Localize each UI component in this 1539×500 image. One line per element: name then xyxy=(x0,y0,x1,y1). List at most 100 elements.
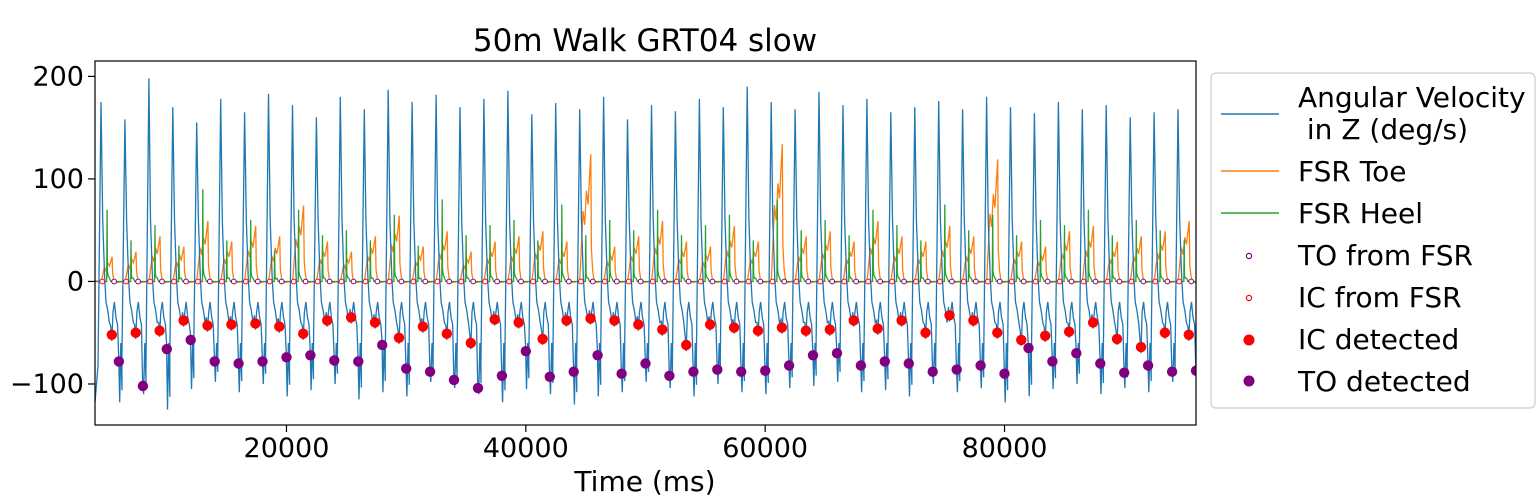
legend-box xyxy=(1210,72,1536,409)
ic-from-fsr-marker xyxy=(338,278,345,285)
ic-detected-marker xyxy=(369,317,381,328)
ic-detected-marker xyxy=(465,337,476,349)
ic-detected-marker xyxy=(561,315,572,326)
ic-detected-marker xyxy=(585,313,596,324)
ic-detected-marker xyxy=(345,312,357,323)
ic-detected-marker xyxy=(1040,330,1051,341)
ic-from-fsr-marker xyxy=(195,278,201,285)
ic-detected-marker xyxy=(130,327,141,338)
ic-from-fsr-marker xyxy=(1080,278,1087,285)
to-detected-marker xyxy=(161,343,172,355)
to-detected-marker xyxy=(712,364,723,375)
to-from-fsr-marker xyxy=(805,278,812,285)
fsr-heel-line xyxy=(95,189,1196,283)
ic-from-fsr-marker xyxy=(1104,278,1111,285)
to-from-fsr-marker xyxy=(733,278,740,285)
to-detected-marker xyxy=(592,350,603,361)
to-from-fsr-marker xyxy=(925,278,931,285)
to-from-fsr-marker xyxy=(1068,278,1075,285)
to-detected-marker xyxy=(329,355,340,366)
ic-from-fsr-marker xyxy=(601,278,608,285)
ic-from-fsr-marker xyxy=(1056,278,1063,285)
to-detected-marker xyxy=(377,339,388,351)
legend-label-to-detected: TO detected xyxy=(1297,365,1471,398)
to-from-fsr-marker xyxy=(518,278,524,285)
to-from-fsr-marker xyxy=(374,278,381,285)
x-tick-label: 40000 xyxy=(483,433,569,464)
to-from-fsr-marker xyxy=(853,278,859,285)
ic-detected-marker xyxy=(178,315,189,326)
to-from-fsr-marker xyxy=(613,278,620,285)
to-from-fsr-marker xyxy=(494,278,501,285)
ic-detected-marker xyxy=(513,317,524,328)
ic-from-fsr-marker xyxy=(960,278,967,285)
ic-detected-marker xyxy=(944,310,955,321)
to-from-fsr-marker xyxy=(1116,278,1123,285)
ic-from-fsr-marker xyxy=(99,278,106,285)
ic-from-fsr-marker xyxy=(817,278,824,285)
ic-from-fsr-marker xyxy=(386,278,393,285)
to-detected-marker xyxy=(137,380,149,392)
to-from-fsr-marker xyxy=(446,278,453,285)
x-tick-label: 60000 xyxy=(722,433,808,464)
to-from-fsr-marker xyxy=(542,278,548,285)
to-from-fsr-marker xyxy=(566,278,572,285)
ic-from-fsr-marker xyxy=(625,278,632,285)
to-detected-marker xyxy=(999,368,1010,379)
ic-detected-marker xyxy=(968,315,979,326)
to-detected-marker xyxy=(688,366,699,377)
x-tick-label: 80000 xyxy=(962,433,1048,464)
ic-from-fsr-marker xyxy=(482,278,489,285)
to-detected-marker xyxy=(209,356,220,367)
to-detected-marker xyxy=(1190,365,1196,376)
to-from-fsr-marker xyxy=(1140,278,1147,285)
to-detected-marker xyxy=(233,358,244,369)
to-detected-marker xyxy=(879,356,890,367)
to-from-fsr-marker xyxy=(972,278,979,285)
ic-detected-marker xyxy=(728,322,740,333)
ic-detected-marker xyxy=(441,328,452,339)
to-from-fsr-marker xyxy=(685,278,692,285)
legend-label-angular-velocity-line2: in Z (deg/s) xyxy=(1298,113,1468,146)
ic-from-fsr-marker xyxy=(266,278,273,285)
to-detected-marker xyxy=(855,360,867,371)
to-from-fsr-marker xyxy=(207,278,213,285)
to-detected-marker xyxy=(113,356,125,367)
to-detected-marker xyxy=(1047,356,1058,367)
legend-handle-ic-detected xyxy=(1243,334,1255,346)
to-detected-marker xyxy=(1142,360,1154,371)
ic-from-fsr-marker xyxy=(937,278,943,285)
to-from-fsr-marker xyxy=(1188,278,1195,285)
ic-from-fsr-marker xyxy=(1032,278,1039,285)
ic-from-fsr-marker xyxy=(554,278,560,285)
ic-detected-marker xyxy=(872,323,883,334)
to-from-fsr-marker xyxy=(111,278,117,285)
ic-detected-marker xyxy=(896,315,907,326)
ic-detected-marker xyxy=(1063,326,1075,337)
ic-detected-marker xyxy=(681,339,692,351)
ic-detected-marker xyxy=(633,319,644,330)
to-detected-marker xyxy=(951,364,962,375)
to-from-fsr-marker xyxy=(350,278,357,285)
legend-label-fsr-toe: FSR Toe xyxy=(1298,155,1406,188)
ic-from-fsr-marker xyxy=(578,278,584,285)
ic-detected-marker xyxy=(609,315,620,326)
to-detected-marker xyxy=(1071,348,1082,359)
ic-detected-marker xyxy=(298,328,309,339)
x-tick-label: 20000 xyxy=(244,433,330,464)
to-from-fsr-marker xyxy=(183,278,189,285)
to-detected-marker xyxy=(424,366,436,377)
ic-from-fsr-marker xyxy=(1008,278,1015,285)
x-axis: 20000 40000 60000 80000 xyxy=(244,425,1048,464)
to-from-fsr-marker xyxy=(949,278,955,285)
to-from-fsr-marker xyxy=(637,278,644,285)
ic-detected-marker xyxy=(992,327,1003,338)
ic-detected-marker xyxy=(393,332,405,343)
y-axis: −100 0 100 200 xyxy=(10,61,95,400)
ic-detected-marker xyxy=(202,320,213,331)
ic-detected-marker xyxy=(106,329,118,340)
ic-from-fsr-marker xyxy=(673,278,680,285)
to-detected-marker xyxy=(640,358,651,369)
ic-detected-marker xyxy=(1016,334,1027,346)
ic-detected-marker xyxy=(657,324,668,335)
